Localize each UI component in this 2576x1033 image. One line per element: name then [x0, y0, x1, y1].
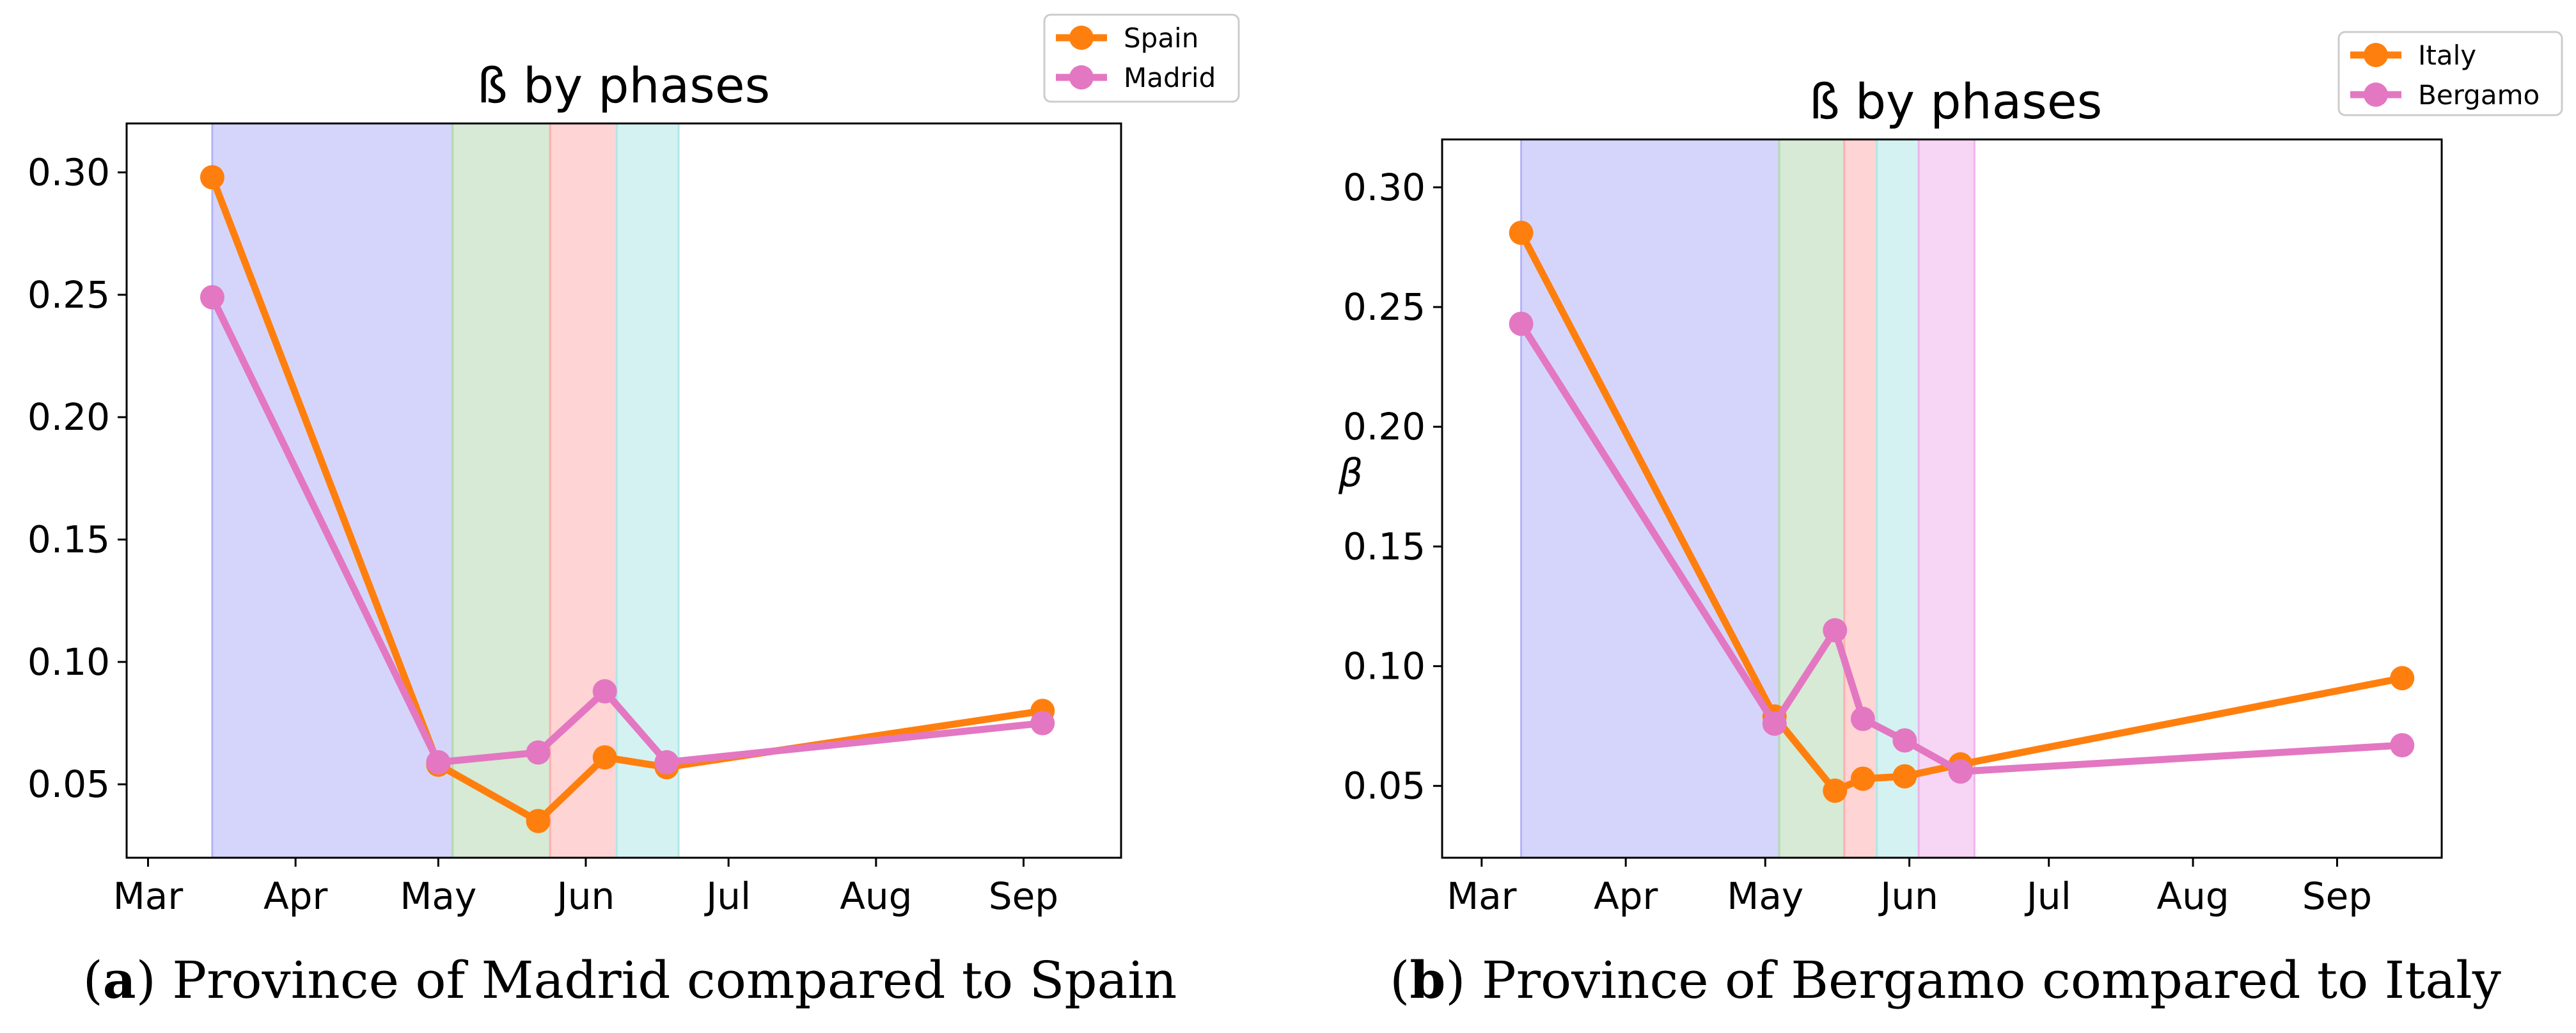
- caption-a-label: a: [103, 950, 136, 1010]
- x-tick-label: Apr: [263, 874, 327, 918]
- data-point-madrid: [426, 750, 451, 775]
- data-point-italy: [1509, 220, 1534, 245]
- y-tick-label: 0.20: [1343, 405, 1425, 448]
- x-tick-label: Sep: [989, 874, 1058, 918]
- data-point-bergamo: [1762, 711, 1787, 736]
- data-point-madrid: [200, 285, 224, 310]
- x-tick-label: Jul: [704, 874, 751, 918]
- legend-label-madrid: Madrid: [1124, 62, 1216, 93]
- x-tick-label: Jul: [2025, 874, 2071, 918]
- data-point-spain: [526, 808, 551, 833]
- data-point-bergamo: [1850, 706, 1875, 731]
- phase-band: [1520, 138, 1780, 859]
- data-point-spain: [200, 165, 224, 190]
- x-tick-label: May: [400, 874, 476, 918]
- x-tick-label: Mar: [1447, 874, 1517, 918]
- data-point-italy: [1892, 764, 1917, 789]
- data-point-bergamo: [1509, 311, 1534, 336]
- legend-marker-italy: [2364, 43, 2388, 67]
- chart-title: ß by phases: [1809, 73, 2102, 130]
- phase-band: [615, 122, 680, 859]
- chart-panel-bergamo: ß by phases 0.05 0.10 0.15 0.20 0.25 0.30 Mar Ap…: [1338, 31, 2563, 918]
- chart-title: ß by phases: [477, 57, 770, 114]
- y-tick-label: 0.05: [27, 762, 110, 806]
- y-tick-label: 0.20: [27, 395, 110, 439]
- series-line-madrid: [208, 296, 1043, 766]
- phase-band: [1843, 138, 1878, 859]
- x-tick-label: Mar: [113, 874, 184, 918]
- legend-label-italy: Italy: [2418, 40, 2476, 71]
- y-axis-label: β: [1338, 451, 1363, 496]
- x-tick-label: Jun: [1878, 874, 1938, 918]
- data-point-madrid: [654, 750, 679, 775]
- data-point-spain: [592, 745, 617, 770]
- y-tick-label: 0.30: [27, 151, 110, 194]
- legend-label-bergamo: Bergamo: [2418, 79, 2540, 111]
- phase-band: [1917, 138, 1975, 859]
- caption-b-label: b: [1410, 950, 1445, 1010]
- data-point-madrid: [1030, 711, 1055, 736]
- x-tick-label: Apr: [1594, 874, 1658, 918]
- y-tick-label: 0.25: [27, 273, 110, 317]
- y-tick-label: 0.05: [1343, 764, 1425, 808]
- data-point-madrid: [592, 679, 617, 704]
- x-tick-label: Jun: [555, 874, 615, 918]
- data-point-bergamo: [1948, 759, 1973, 784]
- data-point-bergamo: [1892, 728, 1917, 753]
- phase-band: [1778, 138, 1846, 859]
- y-tick-label: 0.15: [27, 518, 110, 562]
- plot-frame: [1441, 138, 2443, 859]
- legend-label-spain: Spain: [1124, 22, 1198, 54]
- y-tick-label: 0.25: [1343, 285, 1425, 329]
- x-tick-label: Aug: [840, 874, 912, 918]
- caption-a: (a) Province of Madrid compared to Spain: [83, 950, 1177, 1010]
- caption-b-text: Province of Bergamo compared to Italy: [1482, 950, 2501, 1010]
- caption-a-text: Province of Madrid compared to Spain: [172, 950, 1177, 1010]
- phase-band: [452, 122, 551, 859]
- y-tick-label: 0.10: [27, 640, 110, 684]
- legend-marker-bergamo: [2364, 83, 2388, 107]
- y-tick-label: 0.10: [1343, 645, 1425, 688]
- y-tick-label: 0.30: [1343, 166, 1425, 209]
- data-point-italy: [1823, 778, 1848, 803]
- data-point-bergamo: [1823, 618, 1848, 643]
- data-point-italy: [1850, 766, 1875, 791]
- chart-panel-madrid: ß by phases 0.05 0.10 0.15 0.20 0.25 0.30 Mar Ap…: [27, 13, 1240, 918]
- plot-frame: [125, 122, 1122, 859]
- data-point-bergamo: [2390, 733, 2415, 758]
- x-tick-label: May: [1727, 874, 1803, 918]
- legend-marker-madrid: [1069, 65, 1094, 90]
- caption-b: (b) Province of Bergamo compared to Ital…: [1390, 950, 2501, 1010]
- y-tick-label: 0.15: [1343, 524, 1425, 568]
- x-tick-label: Aug: [2156, 874, 2229, 918]
- data-point-italy: [2390, 666, 2415, 691]
- legend-marker-spain: [1069, 26, 1094, 50]
- x-tick-label: Sep: [2302, 874, 2372, 918]
- data-point-madrid: [526, 740, 551, 765]
